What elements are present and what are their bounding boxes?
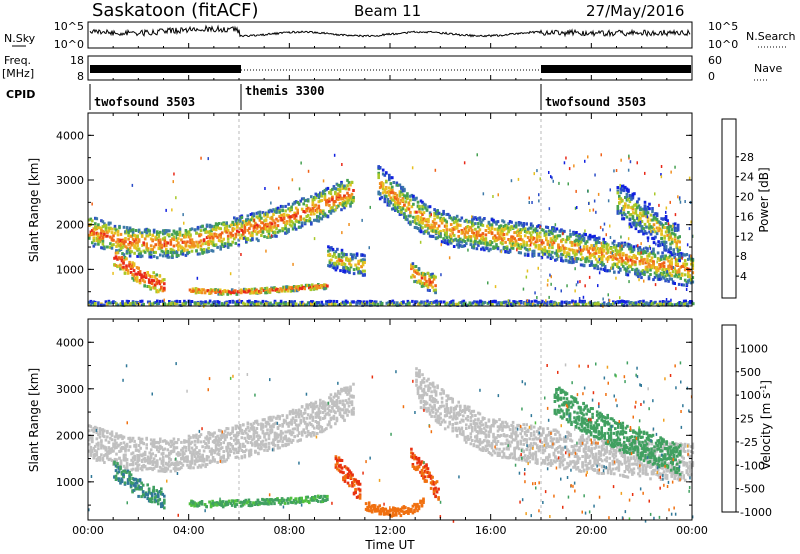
colorbar-tick-label: 28: [740, 151, 754, 164]
freq-left-tick-bottom: 8: [77, 70, 84, 83]
colorbar-tick-label: -25: [740, 436, 758, 449]
time-tick-label: 04:00: [173, 524, 205, 537]
freq-bar-segment-1: [90, 65, 241, 73]
power-range-axis: 1000 2000 3000 4000: [56, 113, 693, 306]
colorbar-tick-label: -500: [740, 483, 765, 496]
noise-right-tick-bottom: 10^0: [708, 38, 738, 51]
freq-left-label-2: [MHz]: [2, 67, 34, 80]
range-tick-label: 2000: [56, 219, 84, 232]
date-title: 27/May/2016: [586, 2, 684, 20]
time-axis-label: Time UT: [364, 538, 415, 552]
freq-left-label-1: Freq.: [4, 54, 31, 67]
velocity-range-axis: 1000 2000 3000 4000: [56, 319, 693, 520]
time-axis: 00:00 04:00 08:00 12:00 16:00 20:00 00:00: [72, 43, 708, 537]
time-tick-label: 00:00: [676, 524, 708, 537]
beam-title: Beam 11: [354, 2, 421, 20]
range-tick-label: 1000: [56, 476, 84, 489]
colorbar-tick-label: 16: [740, 210, 754, 223]
colorbar-tick-label: -100: [740, 459, 765, 472]
power-range-label: Slant Range [km]: [27, 158, 41, 262]
noise-left-tick-top: 10^5: [54, 20, 84, 33]
range-tick-label: 3000: [56, 383, 84, 396]
colorbar-tick-label: 12: [740, 230, 754, 243]
cpid-segment-2: themis 3300: [245, 84, 324, 98]
colorbar-tick-label: 25: [740, 413, 754, 426]
colorbar-tick-label: -1000: [740, 506, 772, 519]
cpid-segment-1: twofsound 3503: [94, 95, 195, 109]
range-tick-label: 4000: [56, 129, 84, 142]
cpid-segment-3: twofsound 3503: [545, 95, 646, 109]
time-tick-label: 12:00: [374, 524, 406, 537]
range-tick-label: 1000: [56, 263, 84, 276]
freq-right-tick-top: 60: [708, 54, 722, 67]
time-tick-label: 16:00: [475, 524, 507, 537]
colorbar-tick-label: 100: [740, 389, 761, 402]
station-title: Saskatoon (fitACF): [92, 0, 259, 21]
velocity-range-label: Slant Range [km]: [27, 368, 41, 472]
time-tick-label: 20:00: [575, 524, 607, 537]
colorbar-tick-label: 500: [740, 366, 761, 379]
range-tick-label: 4000: [56, 336, 84, 349]
time-tick-label: 08:00: [273, 524, 305, 537]
power-colorbar-label: Power [dB]: [757, 167, 771, 232]
noise-left-label: N.Sky: [4, 32, 36, 45]
colorbar-tick-label: 8: [740, 250, 747, 263]
freq-bar-segment-2: [541, 65, 691, 73]
time-tick-label: 00:00: [72, 524, 104, 537]
power-heatmap: [88, 113, 695, 308]
colorbar-tick-label: 20: [740, 191, 754, 204]
cpid-label: CPID: [6, 88, 35, 101]
freq-right-label: Nave: [754, 62, 782, 75]
velocity-heatmap: [88, 319, 695, 523]
power-panel-frame: [87, 112, 693, 307]
colorbar-tick-label: 4: [740, 270, 747, 283]
noise-left-tick-bottom: 10^0: [54, 38, 84, 51]
colorbar-tick-label: 1000: [740, 342, 768, 355]
freq-right-tick-bottom: 0: [708, 70, 715, 83]
noise-trace: [89, 24, 691, 38]
colorbar-tick-label: 24: [740, 171, 754, 184]
power-colorbar: 4 8 12 16 20 24 28: [721, 118, 754, 299]
velocity-colorbar-label: Velocity [m s-1]: [759, 380, 773, 470]
noise-right-tick-top: 10^5: [708, 20, 738, 33]
noise-right-label: N.Search: [746, 30, 796, 43]
range-tick-label: 3000: [56, 174, 84, 187]
velocity-colorbar: 1000 500 100 25 -25 -100 -500 -1000: [721, 324, 772, 519]
range-tick-label: 2000: [56, 429, 84, 442]
freq-left-tick-top: 18: [70, 54, 84, 67]
